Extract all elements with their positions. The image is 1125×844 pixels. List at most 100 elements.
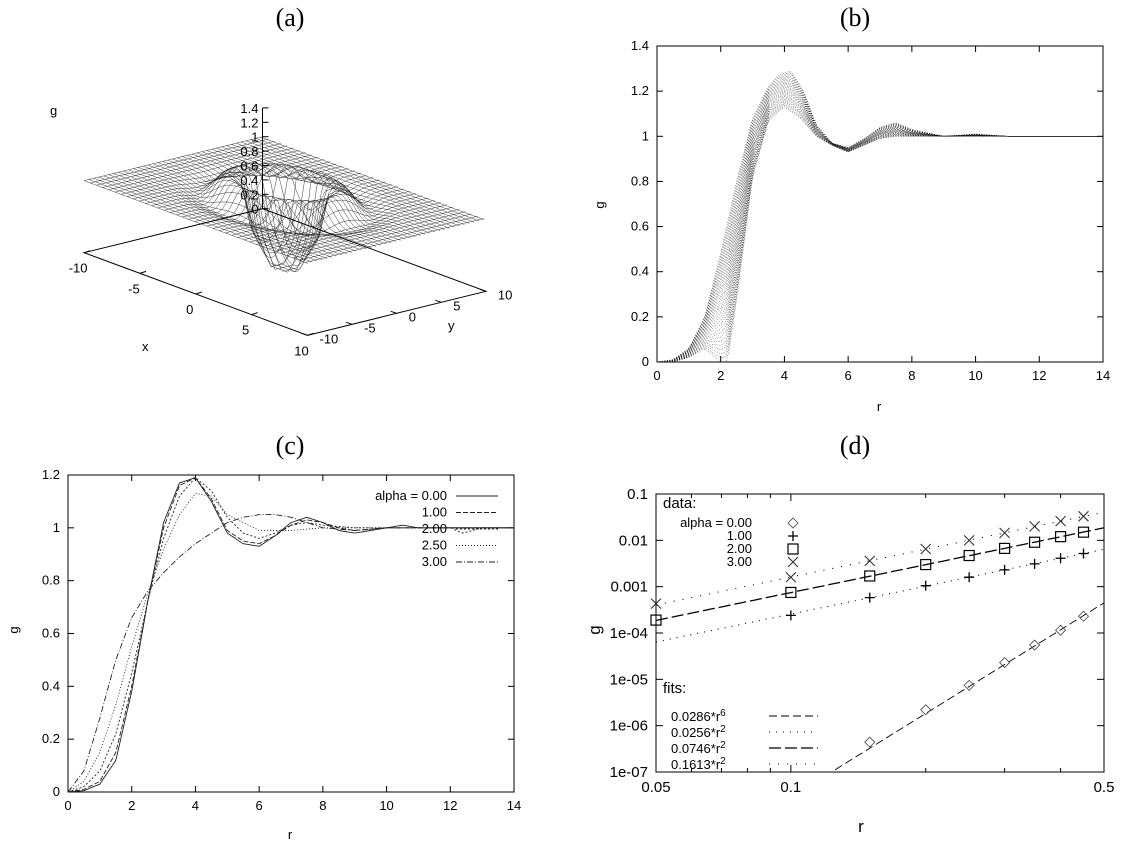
x-tick (139, 270, 147, 274)
series-lines (67, 476, 514, 793)
square-marker (999, 542, 1011, 554)
envelope-trace (656, 101, 1103, 363)
fit-legend-label: 0.1613*r2 (671, 756, 726, 772)
diamond-marker (787, 517, 799, 529)
x-axis-label: x (142, 339, 149, 354)
legend: alpha = 0.00 1.002.00 2.503.00 (375, 488, 498, 569)
mesh-line (133, 168, 357, 252)
plus-marker (1055, 553, 1066, 564)
cross-marker (999, 527, 1010, 539)
envelope-trace (656, 84, 1103, 363)
fit-legend-label: 0.0746*r2 (671, 740, 726, 756)
x-tick-label: 14 (507, 798, 521, 813)
mesh-line (103, 175, 328, 259)
diamond-marker (1077, 610, 1090, 622)
mesh-line (177, 157, 401, 271)
envelope-trace (657, 103, 1103, 363)
mesh-line (93, 178, 318, 262)
mesh-line (152, 163, 377, 247)
y-tick (435, 299, 442, 303)
legend-label: 3.00 (727, 554, 752, 569)
y-tick-label: 0.4 (631, 264, 649, 279)
y-tick (301, 332, 308, 336)
y-tick-label: 0.1 (627, 486, 648, 503)
z-tick-label: 1 (251, 130, 258, 145)
envelope-trace (656, 78, 1103, 363)
mesh-line (128, 169, 352, 253)
fit-line (655, 527, 1105, 622)
diamond-marker (864, 736, 876, 748)
mesh-line (255, 138, 480, 222)
envelope-trace (656, 72, 1103, 363)
envelope-trace (656, 80, 1103, 363)
x-tick-label: 14 (1096, 368, 1110, 383)
mesh-line (182, 156, 406, 266)
mesh-line (191, 153, 416, 237)
z-tick-label: 1.4 (240, 101, 258, 116)
mesh-line (250, 139, 475, 223)
mesh-line (172, 158, 396, 273)
axis-ticks: 0 2 4 6 8 10 12 14 0 0.2 0.4 0.6 0.8 1 1.2 (42, 467, 521, 813)
surface-mesh (84, 136, 485, 273)
square-marker (787, 543, 799, 555)
y-tick-label: 1e-06 (610, 718, 648, 735)
envelope-trace (656, 71, 1103, 363)
mesh-line (84, 180, 308, 264)
x-tick-label: 5 (242, 323, 249, 338)
square-marker (785, 586, 797, 599)
diamond-marker (1055, 624, 1067, 636)
square-marker (864, 570, 876, 582)
y-tick-label: 1 (642, 128, 649, 143)
envelope-trace (657, 105, 1103, 363)
y-tick-label: 10 (498, 287, 512, 302)
x-tick-label: 12 (1032, 368, 1046, 383)
y-tick-label: 1e-05 (610, 671, 648, 688)
y-tick (390, 310, 397, 314)
envelope-trace (656, 100, 1103, 363)
x-tick-label: 8 (908, 368, 915, 383)
plus-marker (964, 572, 975, 583)
z-tick-label: 0 (251, 202, 258, 217)
legend-label: alpha = 0.00 (680, 515, 752, 530)
diamond-marker (920, 704, 932, 716)
cross-marker (1029, 520, 1040, 532)
y-tick-label: 1.4 (631, 38, 649, 53)
panel-d-title: (d) (840, 431, 870, 460)
x-axis-label: r (877, 399, 882, 414)
mesh-line (162, 161, 387, 266)
x-tick-label: 6 (256, 798, 263, 813)
y-tick-label: 1e-07 (610, 764, 648, 781)
y-tick-label: -5 (364, 320, 376, 335)
square-marker (920, 558, 932, 571)
cross-marker (864, 555, 876, 567)
y-tick-label: 0 (53, 784, 60, 799)
envelope-trace (657, 106, 1103, 363)
series-line (67, 493, 514, 793)
x-tick-label: 2 (717, 368, 724, 383)
mesh-line (147, 164, 372, 248)
x-tick-label: 0 (653, 368, 660, 383)
x-tick-label: 10 (968, 368, 982, 383)
y-axis-label: y (448, 318, 455, 333)
mesh-line (108, 174, 333, 258)
plus-marker (864, 592, 875, 603)
x-axis-label: r (858, 817, 864, 836)
plus-marker (1078, 548, 1089, 559)
mesh-line (226, 145, 450, 229)
legend-data-title: data: (663, 495, 696, 512)
mesh-line (231, 144, 455, 228)
y-tick-label: 0 (642, 354, 649, 369)
y-tick-label: 0.01 (619, 532, 648, 549)
z-tick-label: 0.6 (240, 159, 258, 174)
x-tick (307, 332, 314, 336)
y-tick (479, 288, 487, 292)
envelope-trace (656, 83, 1103, 363)
x-tick-label: 0.05 (641, 779, 670, 796)
mesh-line (206, 150, 431, 234)
y-tick-label: 1.2 (631, 83, 649, 98)
x-tick-label: 0 (64, 798, 71, 813)
series-line (67, 514, 514, 793)
envelope-trace (656, 74, 1103, 363)
